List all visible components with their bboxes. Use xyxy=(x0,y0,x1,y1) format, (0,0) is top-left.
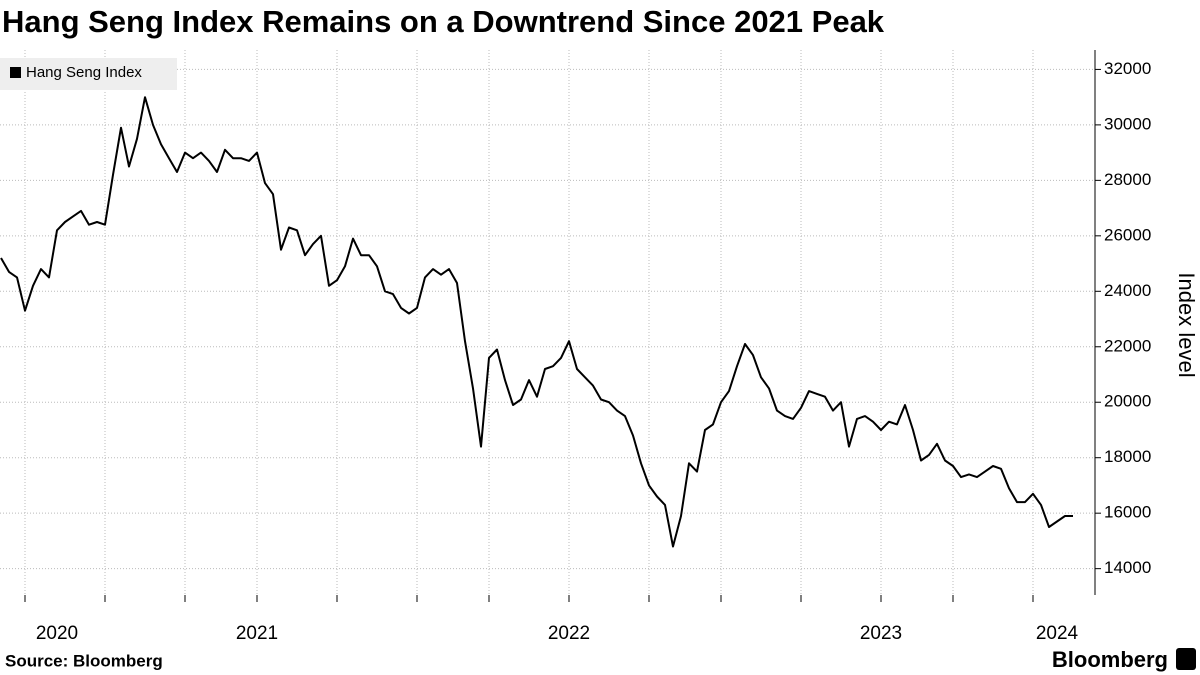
legend-swatch xyxy=(10,67,21,78)
y-tick-label: 18000 xyxy=(1104,447,1151,466)
legend-label: Hang Seng Index xyxy=(26,64,142,81)
source: Source: Bloomberg xyxy=(5,651,163,670)
x-tick-label: 2024 xyxy=(1036,623,1079,644)
y-tick-label: 32000 xyxy=(1104,59,1151,78)
line xyxy=(0,96,1073,548)
y-tick-label: 24000 xyxy=(1104,281,1151,300)
y-tick-label: 20000 xyxy=(1104,392,1151,411)
y-tick-label: 14000 xyxy=(1104,558,1151,577)
y-tick-label: 22000 xyxy=(1104,336,1151,355)
y-tick-label: 30000 xyxy=(1104,114,1151,133)
y-tick-label: 26000 xyxy=(1104,225,1151,244)
x-tick-label: 2022 xyxy=(548,623,590,644)
brand-icon xyxy=(1176,648,1196,670)
legend-box xyxy=(0,58,177,90)
y-axis-label: Index level xyxy=(1174,272,1199,377)
chart-title: Hang Seng Index Remains on a Downtrend S… xyxy=(2,4,885,39)
brand: Bloomberg xyxy=(1052,647,1168,672)
y-tick-label: 16000 xyxy=(1104,503,1151,522)
x-tick-label: 2021 xyxy=(236,623,278,644)
y-tick-label: 28000 xyxy=(1104,170,1151,189)
x-tick-label: 2020 xyxy=(36,623,78,644)
x-tick-label: 2023 xyxy=(860,623,902,644)
